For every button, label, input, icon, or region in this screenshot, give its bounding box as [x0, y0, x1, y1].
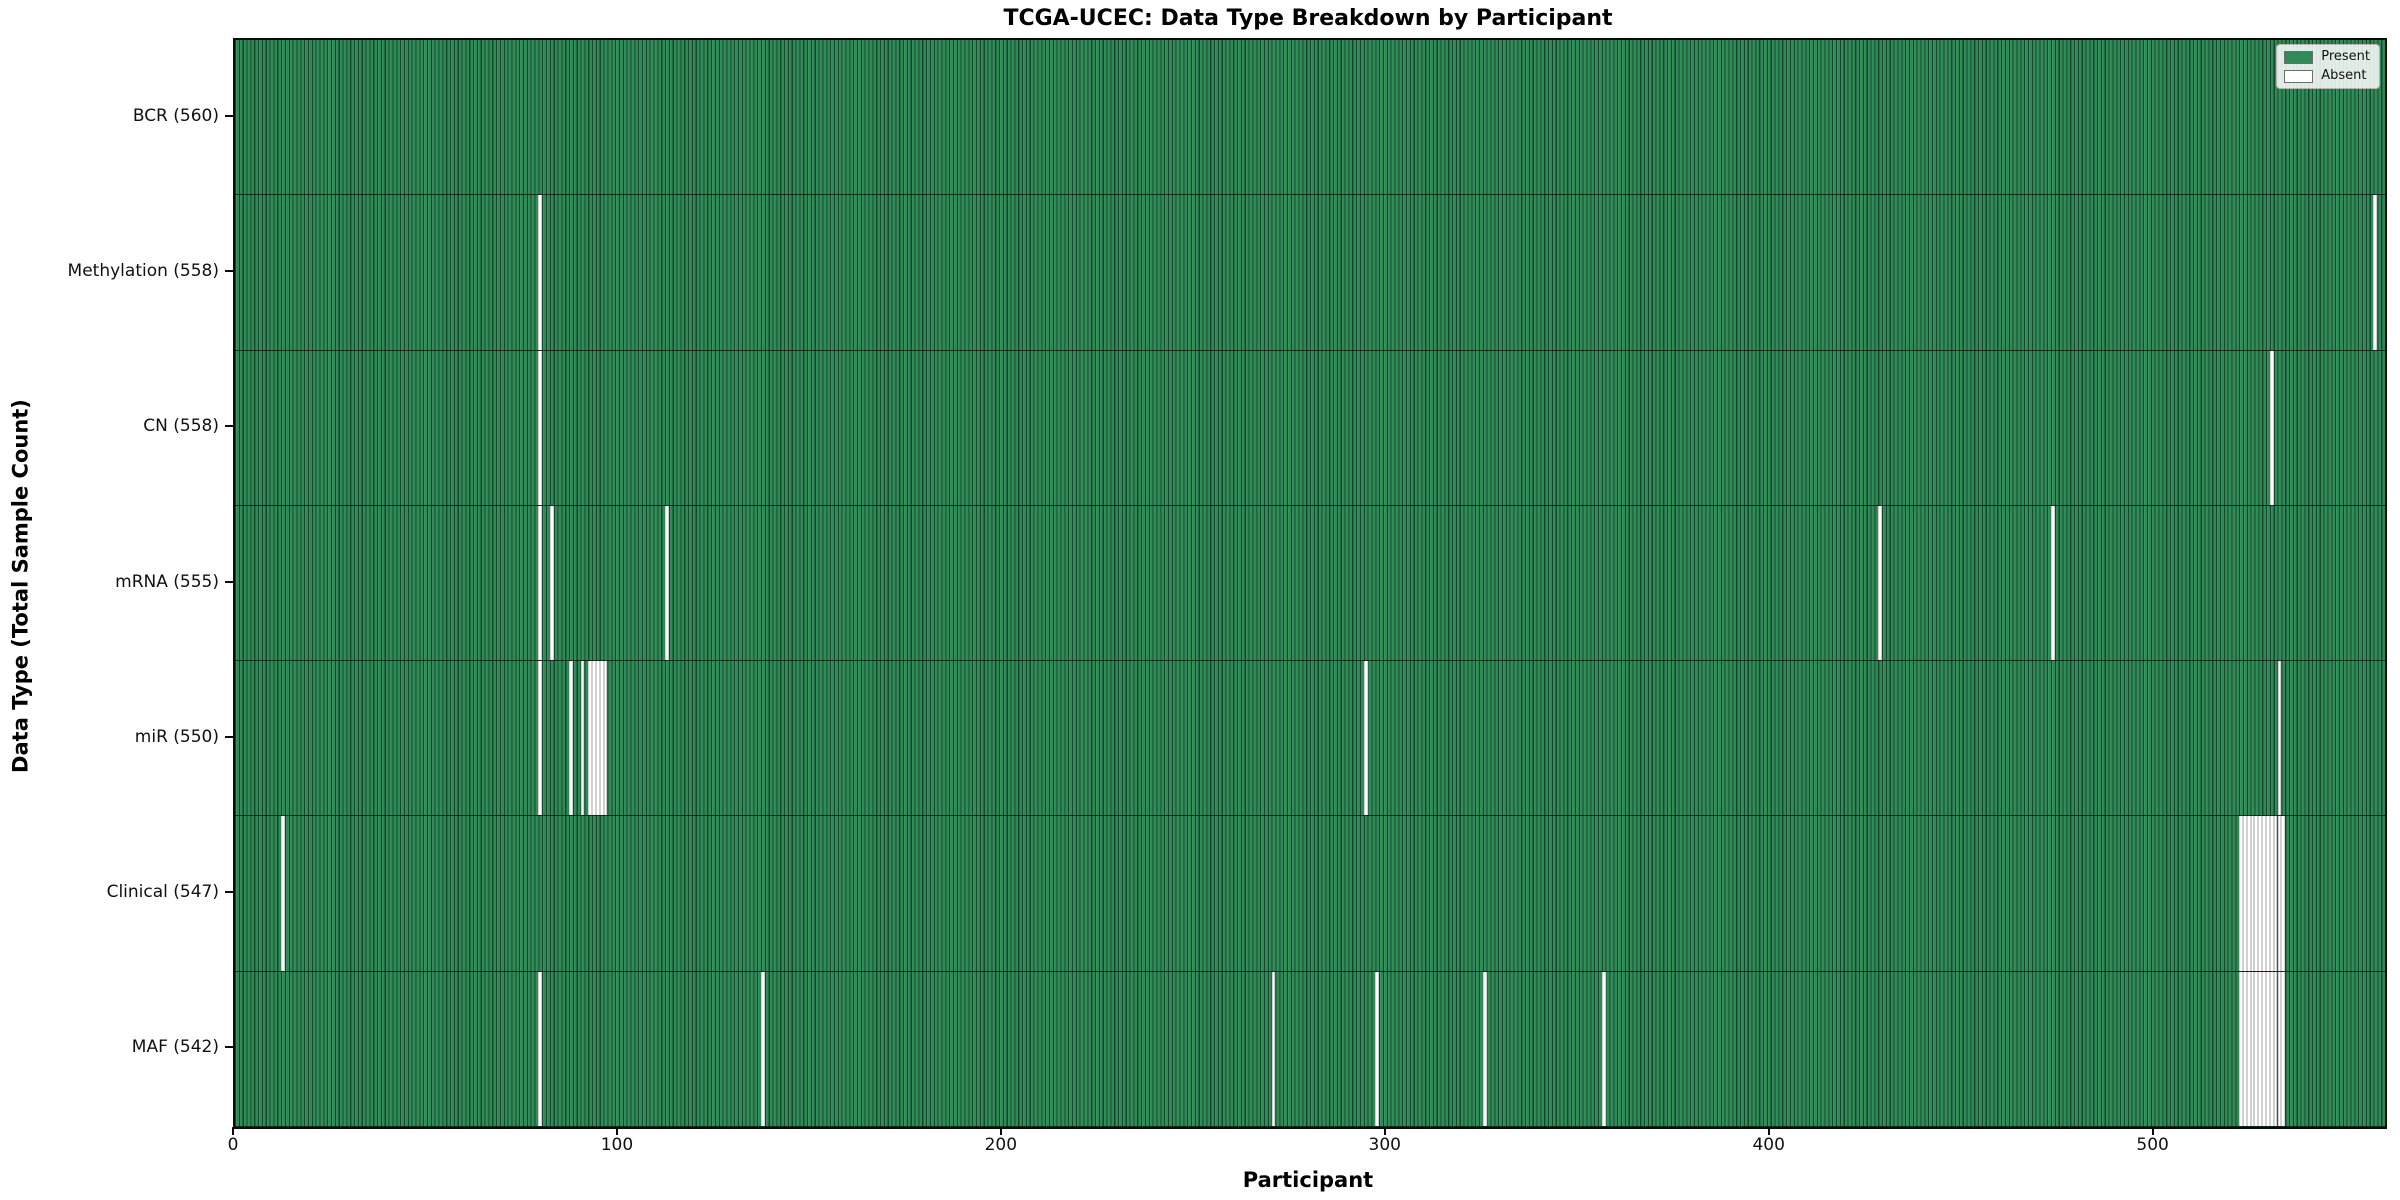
y-tick-label-miR: miR (550): [134, 726, 219, 747]
absent-gap: [1363, 661, 1368, 816]
absent-gap: [2277, 816, 2282, 971]
absent-gap: [2262, 971, 2266, 1126]
absent-gap: [2246, 816, 2251, 971]
absent-gap: [2273, 816, 2278, 971]
y-tick-mark: [225, 1046, 233, 1049]
x-tick-mark: [615, 1127, 618, 1135]
y-tick-mark: [225, 425, 233, 428]
absent-gap: [603, 661, 608, 816]
y-tick-label-mRNA: mRNA (555): [115, 571, 219, 592]
absent-gap: [538, 350, 543, 505]
legend-label: Absent: [2321, 68, 2367, 83]
y-tick-mark: [225, 114, 233, 117]
y-tick-label-Clinical: Clinical (547): [106, 882, 219, 903]
absent-gap: [1482, 971, 1487, 1126]
legend-entry-absent: Absent: [2284, 69, 2370, 83]
y-tick-label-BCR: BCR (560): [132, 105, 219, 126]
row-band-BCR: [235, 40, 2385, 196]
absent-gap: [2254, 971, 2259, 1126]
absent-gap: [2239, 971, 2243, 1126]
x-tick-label-300: 300: [1368, 1135, 1401, 1155]
absent-gap: [2277, 661, 2282, 816]
legend: Present Absent: [2276, 44, 2380, 89]
absent-gap: [580, 661, 585, 816]
absent-gap: [2265, 971, 2270, 1126]
x-tick-mark: [232, 1127, 234, 1135]
y-tick-label-CN: CN (558): [143, 416, 219, 437]
absent-gap: [1271, 971, 1276, 1126]
absent-gap: [592, 661, 596, 816]
absent-gap: [538, 661, 543, 816]
plot-area: Present Absent: [233, 38, 2387, 1129]
absent-gap: [2262, 816, 2266, 971]
legend-swatch-present: [2284, 50, 2314, 64]
absent-gap: [2373, 195, 2378, 350]
absent-gap: [665, 505, 669, 661]
legend-entry-present: Present: [2284, 50, 2370, 64]
absent-gap: [2246, 971, 2251, 1126]
absent-gap: [538, 505, 543, 661]
absent-gap: [588, 661, 593, 816]
absent-gap: [2269, 971, 2274, 1126]
absent-gap: [2242, 816, 2247, 971]
x-tick-label-200: 200: [984, 1135, 1018, 1155]
x-tick-mark: [1383, 1127, 1386, 1135]
row-band-CN: [235, 350, 2385, 506]
y-tick-mark: [225, 269, 233, 272]
absent-gap: [2050, 505, 2055, 661]
x-tick-label-500: 500: [2136, 1135, 2169, 1155]
x-tick-label-100: 100: [600, 1135, 634, 1155]
absent-gap: [2281, 971, 2286, 1126]
absent-gap: [2250, 816, 2255, 971]
y-tick-label-MAF: MAF (542): [131, 1037, 219, 1058]
absent-gap: [595, 661, 600, 816]
absent-gap: [538, 971, 543, 1126]
absent-gap: [2269, 350, 2274, 505]
x-tick-label-0: 0: [227, 1135, 239, 1155]
row-band-mRNA: [235, 505, 2385, 662]
x-tick-mark: [2151, 1127, 2154, 1135]
row-band-Methylation: [235, 195, 2385, 351]
x-tick-label-400: 400: [1752, 1135, 1785, 1155]
absent-gap: [2239, 816, 2243, 971]
absent-gap: [2250, 971, 2255, 1126]
absent-gap: [2277, 971, 2282, 1126]
absent-gap: [1601, 971, 1606, 1126]
absent-gap: [1878, 505, 1883, 661]
absent-gap: [2258, 971, 2263, 1126]
absent-gap: [2258, 816, 2263, 971]
absent-gap: [2254, 816, 2259, 971]
legend-label: Present: [2321, 49, 2370, 64]
y-tick-mark: [225, 891, 233, 894]
legend-swatch-absent: [2284, 69, 2314, 83]
absent-gap: [2281, 816, 2286, 971]
absent-gap: [538, 195, 543, 350]
absent-gap: [569, 661, 573, 816]
absent-gap: [2265, 816, 2270, 971]
absent-gap: [760, 971, 765, 1126]
x-tick-mark: [999, 1127, 1002, 1135]
x-tick-mark: [1767, 1127, 1770, 1135]
y-tick-mark: [225, 735, 233, 738]
absent-gap: [2242, 971, 2247, 1126]
absent-gap: [2273, 971, 2278, 1126]
y-tick-mark: [225, 580, 233, 583]
chart-title: TCGA-UCEC: Data Type Breakdown by Partic…: [1003, 6, 1613, 31]
row-band-Clinical: [235, 816, 2385, 972]
absent-gap: [549, 505, 554, 661]
row-band-MAF: [235, 971, 2385, 1127]
row-band-miR: [235, 661, 2385, 817]
absent-gap: [1375, 971, 1380, 1126]
absent-gap: [599, 661, 604, 816]
x-axis-label: Participant: [1242, 1168, 1374, 1192]
y-tick-label-Methylation: Methylation (558): [67, 260, 219, 281]
absent-gap: [2269, 816, 2274, 971]
absent-gap: [281, 816, 285, 971]
